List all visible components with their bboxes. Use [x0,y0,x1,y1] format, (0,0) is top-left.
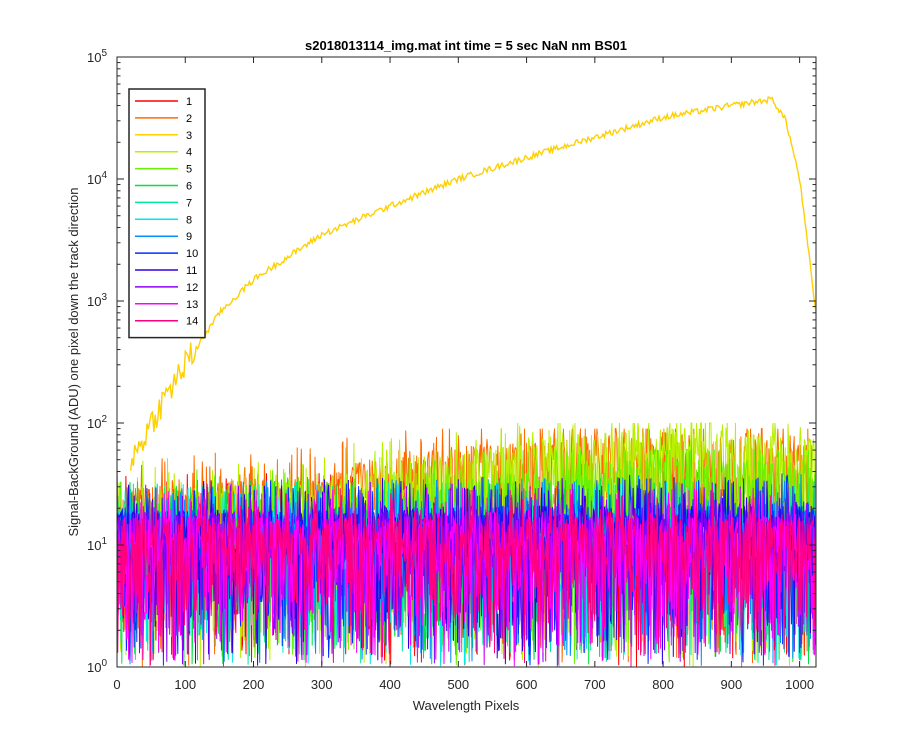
legend-label-1: 1 [186,96,192,108]
x-tick-label: 0 [113,677,120,692]
x-tick-label: 1000 [785,677,814,692]
x-tick-label: 100 [174,677,196,692]
x-tick-label: 500 [447,677,469,692]
legend-box [128,88,206,339]
x-tick-label: 300 [311,677,333,692]
y-tick-label: 103 [87,292,107,309]
legend-label-4: 4 [186,147,192,159]
legend-label-14: 14 [186,316,198,328]
legend-label-5: 5 [186,164,192,176]
legend-label-2: 2 [186,113,192,125]
x-tick-label: 200 [243,677,265,692]
y-tick-label: 104 [87,170,107,187]
y-tick-label: 102 [87,414,107,431]
x-tick-label: 600 [516,677,538,692]
y-tick-label: 101 [87,536,107,553]
series-3-line [130,96,817,471]
x-tick-label: 700 [584,677,606,692]
legend-label-9: 9 [186,231,192,243]
x-tick-label: 800 [652,677,674,692]
legend-label-7: 7 [186,197,192,209]
y-axis-label: Signal-BackGround (ADU) one pixel down t… [66,187,81,536]
series-14-line [116,487,817,667]
plot-frame [116,56,817,668]
legend-label-8: 8 [186,214,192,226]
legend-label-3: 3 [186,130,192,142]
y-tick-label: 100 [87,658,107,675]
series-layer [116,96,817,667]
x-axis: 0 100 200 300 400 500 600 700 800 900 1000 [113,57,814,692]
legend-label-11: 11 [186,265,197,277]
x-tick-label: 900 [721,677,743,692]
legend-label-13: 13 [186,299,198,311]
x-tick-label: 400 [379,677,401,692]
legend-label-6: 6 [186,181,192,193]
legend-label-12: 12 [186,282,198,294]
chart-title: s2018013114_img.mat int time = 5 sec NaN… [305,38,627,53]
x-axis-label: Wavelength Pixels [413,698,520,713]
legend-label-10: 10 [186,248,198,260]
y-tick-label: 105 [87,48,107,65]
